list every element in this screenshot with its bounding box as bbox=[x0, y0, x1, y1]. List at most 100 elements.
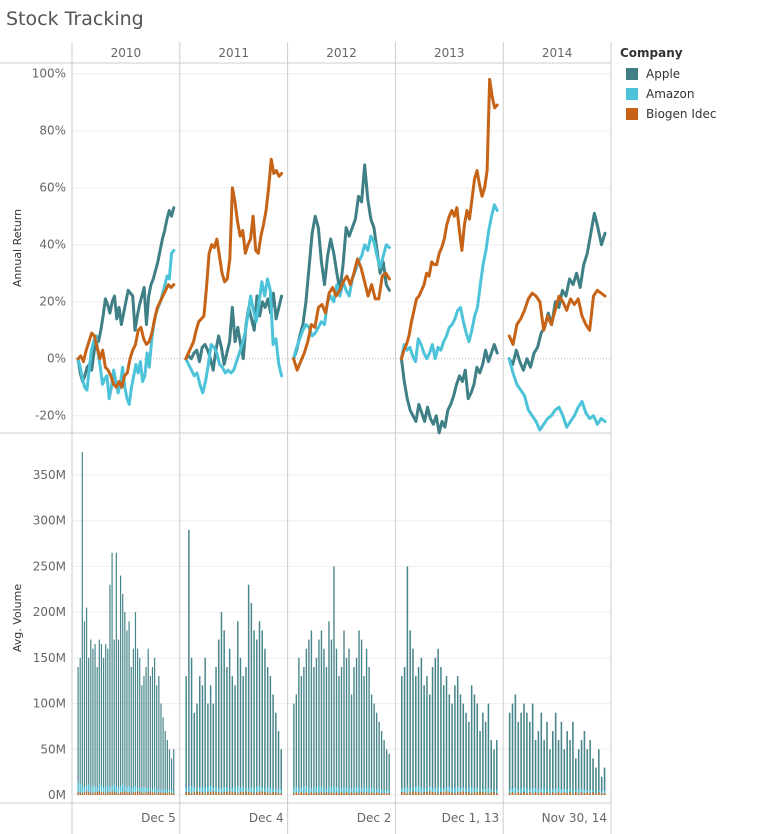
volume-bar-apple bbox=[318, 639, 320, 795]
volume-bar-apple bbox=[580, 740, 583, 795]
volume-bar-biogen-idec bbox=[473, 792, 476, 795]
volume-bar-biogen-idec bbox=[315, 792, 318, 795]
volume-bar-amazon bbox=[520, 788, 522, 795]
volume-bar-biogen-idec bbox=[557, 792, 560, 795]
volume-bar-apple bbox=[277, 731, 280, 795]
volume-bar-biogen-idec bbox=[335, 792, 338, 795]
volume-bar-biogen-idec bbox=[185, 792, 187, 795]
y-tick-label-bottom: 0M bbox=[48, 788, 66, 802]
volume-bar-biogen-idec bbox=[375, 792, 378, 795]
volume-bar-amazon bbox=[328, 786, 330, 795]
volume-bar-apple bbox=[164, 731, 166, 795]
volume-bar-apple bbox=[540, 712, 543, 795]
volume-bar-apple bbox=[107, 648, 109, 795]
volume-bar-amazon bbox=[280, 789, 282, 795]
volume-bar-biogen-idec bbox=[226, 792, 228, 795]
y-tick-label-top: 60% bbox=[39, 181, 66, 195]
volume-bar-biogen-idec bbox=[209, 792, 212, 795]
volume-bar-biogen-idec bbox=[171, 793, 173, 795]
volume-bar-biogen-idec bbox=[143, 793, 145, 795]
volume-bar-biogen-idec bbox=[490, 792, 492, 795]
volume-bar-apple bbox=[231, 676, 234, 795]
return-line-biogen-idec bbox=[184, 157, 284, 361]
legend-title: Company bbox=[620, 46, 683, 60]
volume-bar-apple bbox=[330, 639, 333, 795]
volume-bar-biogen-idec bbox=[242, 792, 244, 795]
panel-header: 2012 bbox=[326, 46, 357, 60]
volume-bar-amazon bbox=[253, 787, 255, 795]
volume-bar-amazon bbox=[355, 786, 358, 795]
volume-bar-amazon bbox=[406, 786, 409, 795]
volume-bar-apple bbox=[310, 630, 313, 795]
volume-bar-apple bbox=[445, 676, 448, 795]
y-tick-label-bottom: 250M bbox=[33, 559, 66, 573]
volume-bar-apple bbox=[237, 621, 239, 795]
volume-bar-amazon bbox=[209, 785, 212, 795]
volume-bar-biogen-idec bbox=[546, 792, 548, 795]
return-line-biogen-idec bbox=[507, 288, 607, 346]
volume-bar-apple bbox=[128, 621, 130, 795]
volume-bar-amazon bbox=[345, 787, 348, 795]
x-tick-label: Dec 2 bbox=[357, 811, 392, 825]
volume-bar-amazon bbox=[275, 789, 277, 795]
volume-bar-biogen-idec bbox=[98, 791, 100, 795]
return-line-apple bbox=[292, 163, 391, 361]
volume-bar-amazon bbox=[350, 788, 353, 795]
volume-bar-biogen-idec bbox=[295, 792, 298, 795]
volume-bar-amazon bbox=[315, 787, 318, 795]
volume-bar-biogen-idec bbox=[566, 793, 568, 795]
volume-bar-apple bbox=[305, 648, 308, 795]
volume-bar-biogen-idec bbox=[549, 793, 551, 795]
volume-bar-biogen-idec bbox=[517, 792, 520, 795]
volume-bar-apple bbox=[385, 749, 388, 795]
y-axis-title-top: Annual Return bbox=[11, 209, 24, 287]
volume-bar-biogen-idec bbox=[115, 792, 117, 795]
volume-bar-amazon bbox=[277, 788, 280, 795]
volume-bar-amazon bbox=[487, 787, 490, 795]
return-line-amazon bbox=[399, 203, 499, 364]
volume-bar-biogen-idec bbox=[343, 793, 345, 795]
volume-bar-apple bbox=[117, 639, 120, 795]
volume-bar-apple bbox=[258, 621, 261, 795]
legend-item-biogen[interactable]: Biogen Idec bbox=[620, 104, 716, 124]
volume-bar-amazon bbox=[383, 790, 385, 795]
volume-bar-biogen-idec bbox=[258, 792, 261, 795]
volume-bar-biogen-idec bbox=[223, 792, 225, 795]
volume-bar-amazon bbox=[378, 788, 380, 795]
volume-bar-apple bbox=[526, 712, 528, 795]
volume-bar-apple bbox=[98, 639, 100, 795]
volume-bar-apple bbox=[215, 667, 217, 795]
volume-bar-amazon bbox=[98, 784, 100, 795]
volume-bar-apple bbox=[83, 621, 86, 795]
volume-bar-apple bbox=[171, 758, 173, 795]
volume-bar-biogen-idec bbox=[514, 793, 517, 795]
legend-item-amazon[interactable]: Amazon bbox=[620, 84, 716, 104]
volume-bar-amazon bbox=[83, 787, 86, 795]
volume-bar-apple bbox=[105, 644, 107, 795]
volume-bar-biogen-idec bbox=[434, 792, 437, 795]
volume-bar-amazon bbox=[335, 786, 338, 795]
volume-bar-apple bbox=[365, 648, 368, 795]
volume-bar-amazon bbox=[484, 788, 487, 795]
volume-bar-amazon bbox=[198, 787, 201, 795]
volume-bar-biogen-idec bbox=[90, 792, 92, 795]
volume-bar-apple bbox=[261, 630, 263, 795]
volume-bar-amazon bbox=[107, 785, 109, 795]
volume-bar-amazon bbox=[370, 787, 373, 795]
volume-bar-biogen-idec bbox=[330, 792, 333, 795]
volume-bar-apple bbox=[514, 694, 517, 795]
volume-bar-amazon bbox=[448, 786, 451, 795]
volume-bar-amazon bbox=[166, 790, 168, 795]
volume-bar-biogen-idec bbox=[487, 793, 490, 795]
volume-bar-biogen-idec bbox=[511, 792, 514, 795]
volume-bar-apple bbox=[534, 740, 537, 795]
volume-bar-amazon bbox=[105, 786, 107, 795]
volume-bar-apple bbox=[193, 712, 196, 795]
volume-bar-amazon bbox=[305, 785, 308, 795]
legend-item-apple[interactable]: Apple bbox=[620, 64, 716, 84]
volume-bar-amazon bbox=[193, 787, 196, 795]
volume-bar-apple bbox=[269, 676, 272, 795]
volume-bar-biogen-idec bbox=[420, 793, 423, 795]
volume-bar-apple bbox=[490, 740, 492, 795]
volume-bar-biogen-idec bbox=[237, 793, 239, 795]
